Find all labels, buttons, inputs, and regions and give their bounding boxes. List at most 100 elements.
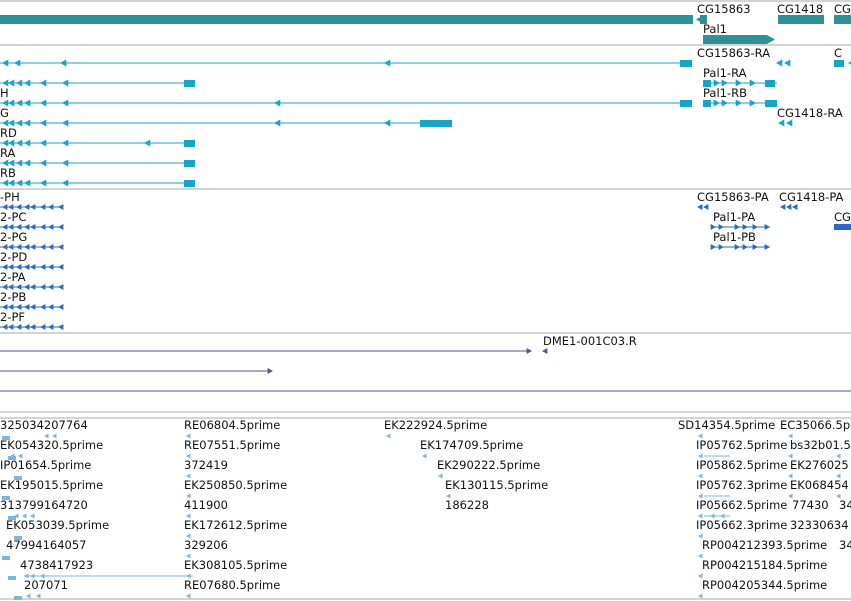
protein-track-label[interactable]: 2-PA: [0, 270, 26, 284]
strand-arrow[interactable]: [26, 593, 31, 599]
strand-arrow[interactable]: [698, 493, 703, 499]
strand-arrow[interactable]: [40, 244, 46, 250]
gene-block[interactable]: [0, 15, 693, 24]
strand-arrow[interactable]: [752, 244, 758, 250]
strand-arrow[interactable]: [40, 224, 46, 230]
strand-arrow[interactable]: [2, 244, 8, 250]
est-track-label[interactable]: EK130115.5prime: [445, 478, 549, 492]
strand-arrow[interactable]: [16, 204, 22, 210]
strand-arrow[interactable]: [40, 139, 47, 147]
strand-arrow[interactable]: [24, 244, 30, 250]
alignment-arrow[interactable]: [526, 348, 532, 354]
strand-arrow[interactable]: [274, 99, 281, 107]
strand-arrow[interactable]: [48, 244, 54, 250]
strand-arrow[interactable]: [48, 304, 54, 310]
est-track-label[interactable]: EK276025: [790, 458, 849, 472]
strand-arrow[interactable]: [58, 324, 64, 330]
transcript-track-label[interactable]: Pal1-RB: [703, 86, 748, 100]
strand-arrow[interactable]: [30, 324, 36, 330]
strand-arrow[interactable]: [2, 59, 9, 67]
gene-arrow[interactable]: [766, 35, 775, 44]
transcript-track-label[interactable]: RD: [0, 126, 17, 140]
exon-block[interactable]: [184, 160, 195, 167]
gene-track-label[interactable]: CG: [834, 2, 851, 16]
strand-arrow[interactable]: [30, 204, 36, 210]
est-track-label[interactable]: RE06804.5prime: [184, 418, 281, 432]
strand-arrow[interactable]: [30, 224, 36, 230]
strand-arrow[interactable]: [22, 513, 27, 519]
strand-arrow[interactable]: [784, 59, 791, 67]
strand-arrow[interactable]: [36, 593, 41, 599]
exon-block[interactable]: [834, 60, 844, 67]
strand-arrow[interactable]: [30, 513, 35, 519]
est-track-label[interactable]: 47994164057: [6, 538, 87, 552]
protein-track-label[interactable]: CG1418-PA: [779, 190, 844, 204]
strand-arrow[interactable]: [698, 513, 703, 519]
gene-track-label[interactable]: CG1418: [777, 2, 824, 16]
strand-arrow[interactable]: [16, 159, 23, 167]
strand-arrow[interactable]: [8, 324, 14, 330]
alignment-arrow[interactable]: [267, 368, 273, 374]
est-track-label[interactable]: RE07551.5prime: [184, 438, 281, 452]
strand-arrow[interactable]: [788, 453, 793, 459]
strand-arrow[interactable]: [186, 493, 191, 499]
strand-arrow[interactable]: [2, 264, 8, 270]
strand-arrow[interactable]: [788, 433, 793, 439]
strand-arrow[interactable]: [58, 284, 64, 290]
strand-arrow[interactable]: [752, 224, 758, 230]
strand-arrow[interactable]: [18, 453, 23, 459]
strand-arrow[interactable]: [718, 244, 724, 250]
strand-arrow[interactable]: [698, 453, 703, 459]
strand-arrow[interactable]: [710, 244, 716, 250]
strand-arrow[interactable]: [16, 224, 22, 230]
strand-arrow[interactable]: [2, 159, 9, 167]
alignment-arrow[interactable]: [542, 348, 548, 354]
strand-arrow[interactable]: [62, 179, 69, 187]
strand-arrow[interactable]: [24, 119, 31, 127]
est-block[interactable]: [2, 496, 10, 500]
strand-arrow[interactable]: [2, 304, 8, 310]
strand-arrow[interactable]: [8, 139, 15, 147]
strand-arrow[interactable]: [384, 59, 391, 67]
strand-arrow[interactable]: [764, 224, 770, 230]
strand-arrow[interactable]: [8, 159, 15, 167]
est-track-label[interactable]: 207071: [24, 578, 68, 592]
gene-track-label[interactable]: Pal1: [703, 22, 727, 36]
exon-block[interactable]: [680, 100, 692, 107]
alignment-track-label[interactable]: DME1-001C03.R: [543, 334, 637, 348]
est-block[interactable]: [2, 556, 10, 560]
est-track-label[interactable]: 329206: [184, 538, 228, 552]
protein-track-label[interactable]: CG: [834, 210, 851, 224]
strand-arrow[interactable]: [384, 119, 391, 127]
gene-block[interactable]: [703, 35, 767, 44]
strand-arrow[interactable]: [60, 59, 67, 67]
strand-arrow[interactable]: [2, 179, 9, 187]
strand-arrow[interactable]: [836, 493, 841, 499]
strand-arrow[interactable]: [16, 324, 22, 330]
strand-arrow[interactable]: [30, 264, 36, 270]
est-track-label[interactable]: EK195015.5prime: [0, 478, 104, 492]
strand-arrow[interactable]: [52, 433, 57, 439]
transcript-track-label[interactable]: CG15863-RA: [697, 46, 771, 60]
strand-arrow[interactable]: [24, 304, 30, 310]
est-track-label[interactable]: 372419: [184, 458, 228, 472]
gene-block[interactable]: [834, 15, 851, 24]
strand-arrow[interactable]: [8, 119, 15, 127]
strand-arrow[interactable]: [186, 553, 191, 559]
strand-arrow[interactable]: [24, 284, 30, 290]
est-track-label[interactable]: 325034207764: [0, 418, 88, 432]
strand-arrow[interactable]: [186, 453, 191, 459]
strand-arrow[interactable]: [2, 324, 8, 330]
strand-arrow[interactable]: [698, 593, 703, 599]
protein-track-label[interactable]: -PH: [0, 190, 20, 204]
gene-track-label[interactable]: CG15863: [697, 2, 751, 16]
strand-arrow[interactable]: [24, 79, 31, 87]
strand-arrow[interactable]: [718, 224, 724, 230]
strand-arrow[interactable]: [8, 79, 15, 87]
strand-arrow[interactable]: [62, 99, 69, 107]
est-track-label[interactable]: SD14354.5prime: [678, 418, 776, 432]
strand-arrow[interactable]: [48, 264, 54, 270]
strand-arrow[interactable]: [2, 204, 8, 210]
strand-arrow[interactable]: [778, 119, 785, 127]
strand-arrow[interactable]: [788, 493, 793, 499]
